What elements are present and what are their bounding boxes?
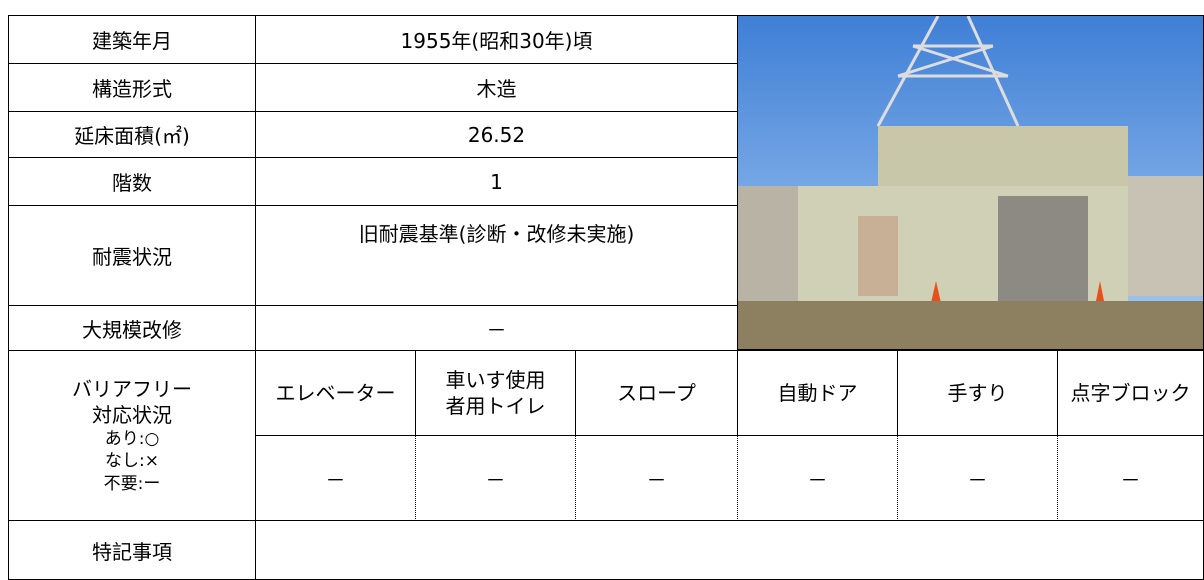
column-header: スロープ [575,350,738,436]
column-header-text: 手すり [947,381,1008,405]
row-value: 木造 [255,63,738,112]
column-header-text: スロープ [617,381,696,405]
column-header: 点字ブロック [1057,350,1204,436]
barrier-free-label: バリアフリー 対応状況 あり:○ なし:× 不要:ー [8,350,256,521]
barrier-free-title: バリアフリー [72,377,192,402]
row-label: 大規模改修 [8,305,256,351]
column-value: － [737,435,898,521]
column-header: エレベーター [255,350,416,436]
notes-value [255,520,1204,580]
row-label: 構造形式 [8,63,256,112]
column-header-text: 自動ドア [777,381,858,405]
column-header-text: 車いす使用 者用トイレ [445,368,546,418]
row-value: 1955年(昭和30年)頃 [255,15,738,64]
column-header: 自動ドア [737,350,898,436]
row-value: － [255,305,738,351]
column-value: － [255,435,416,521]
column-header: 手すり [897,350,1058,436]
building-photo [737,15,1204,350]
column-value: － [415,435,576,521]
column-header: 車いす使用 者用トイレ [415,350,576,436]
row-label: 耐震状況 [8,205,256,306]
row-value: 旧耐震基準(診断・改修未実施) [255,205,738,306]
legend-item: あり:○ [104,429,160,450]
row-label: 建築年月 [8,15,256,64]
column-value: － [897,435,1058,521]
legend-item: なし:× [105,451,159,472]
row-value: 1 [255,157,738,206]
column-value: － [1057,435,1204,521]
column-header-text: 点字ブロック [1070,381,1191,405]
column-header-text: エレベーター [275,381,396,405]
legend-item: 不要:ー [103,473,161,494]
notes-label: 特記事項 [8,520,256,580]
column-value: － [575,435,738,521]
row-label: 階数 [8,157,256,206]
photo-illustration [738,16,1203,349]
row-label: 延床面積(㎡) [8,111,256,158]
row-value: 26.52 [255,111,738,158]
barrier-free-title: 対応状況 [92,403,172,428]
page: {"table": { "rows": [ {"label": "建築年月", … [8,15,1204,580]
